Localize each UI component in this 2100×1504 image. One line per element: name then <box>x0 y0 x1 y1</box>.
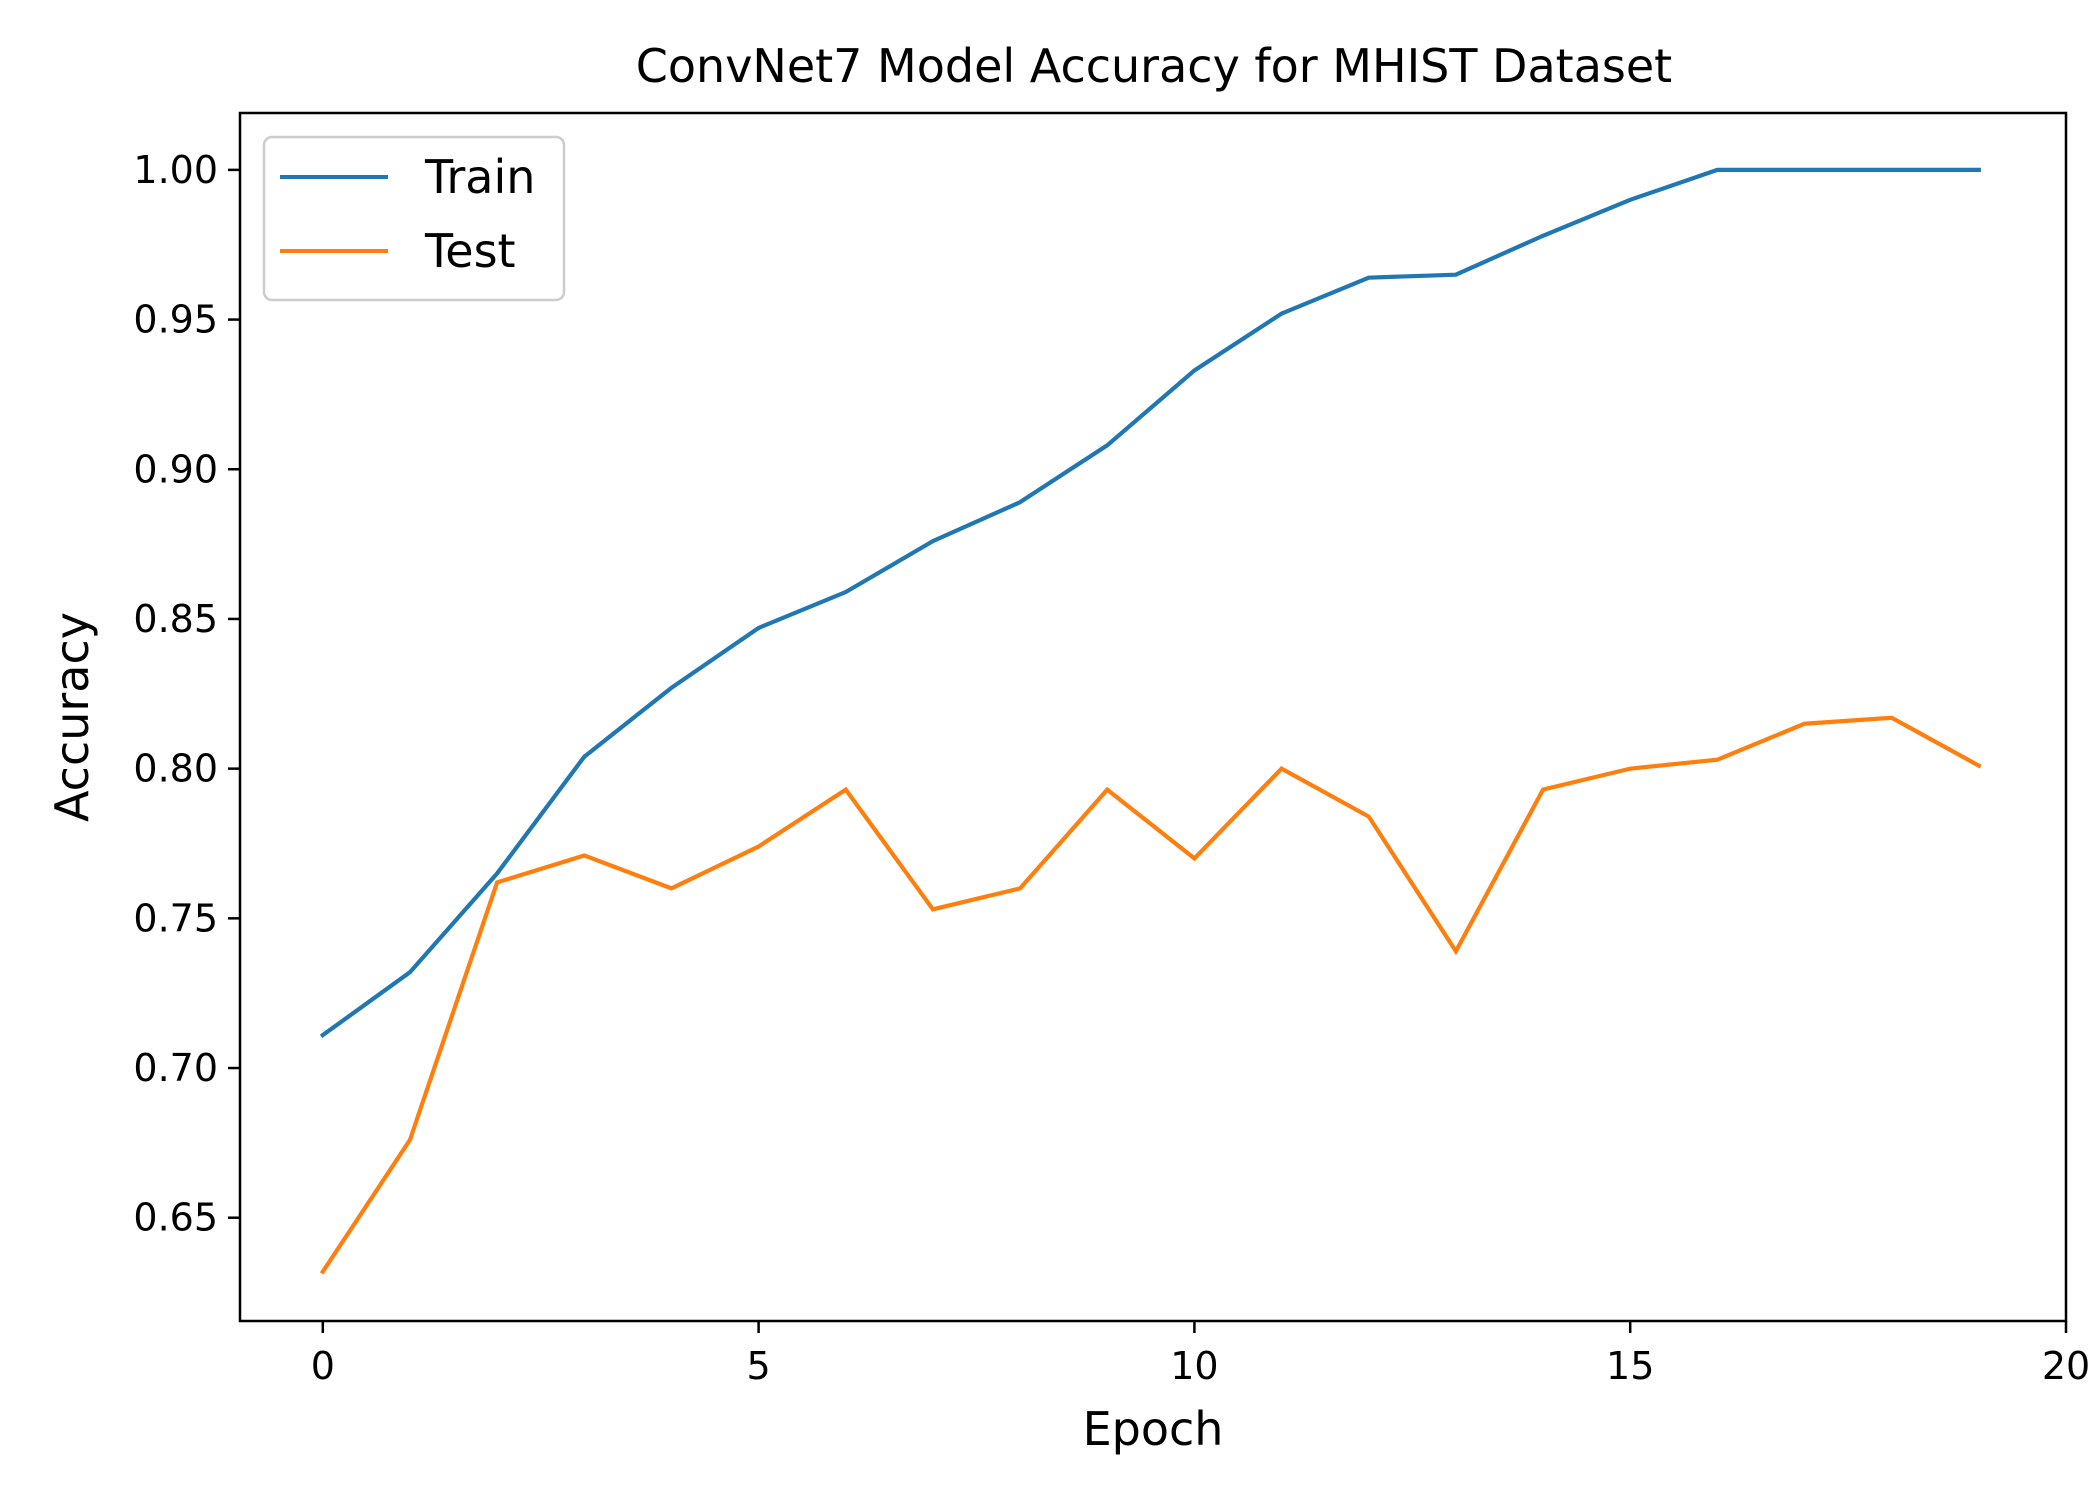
legend-label-test: Test <box>424 224 516 278</box>
y-tick-label: 0.90 <box>133 447 218 491</box>
chart-title: ConvNet7 Model Accuracy for MHIST Datase… <box>636 39 1672 93</box>
legend: Train Test <box>264 137 564 300</box>
y-tick-label: 0.70 <box>133 1046 218 1090</box>
x-tick-label: 5 <box>747 1344 771 1388</box>
x-tick-label: 15 <box>1606 1344 1654 1388</box>
x-tick-label: 20 <box>2042 1344 2090 1388</box>
y-axis-label: Accuracy <box>45 612 99 822</box>
y-tick-label: 0.85 <box>133 597 218 641</box>
y-tick-label: 0.80 <box>133 747 218 791</box>
x-axis-label: Epoch <box>1083 1402 1224 1456</box>
x-tick-label: 0 <box>311 1344 335 1388</box>
y-tick-label: 0.65 <box>133 1196 218 1240</box>
y-tick-label: 0.95 <box>133 298 218 342</box>
legend-label-train: Train <box>424 150 535 204</box>
y-tick-label: 0.75 <box>133 896 218 940</box>
y-tick-label: 1.00 <box>133 148 218 192</box>
x-tick-label: 10 <box>1170 1344 1218 1388</box>
